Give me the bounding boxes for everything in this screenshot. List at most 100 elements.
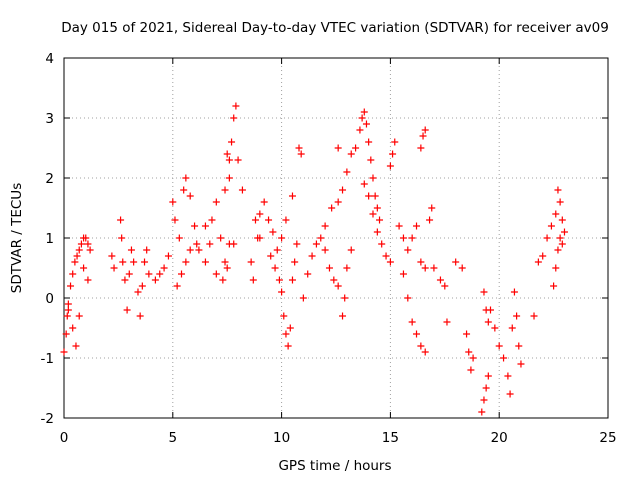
x-axis-label: GPS time / hours xyxy=(278,458,391,474)
data-point xyxy=(282,330,290,338)
data-point xyxy=(360,108,368,116)
y-tick-label: 2 xyxy=(45,171,54,187)
data-point xyxy=(443,318,451,326)
y-tick-label: 1 xyxy=(45,231,54,247)
data-point xyxy=(552,264,560,272)
data-point xyxy=(117,216,125,224)
data-point xyxy=(465,348,473,356)
data-point xyxy=(417,258,425,266)
data-point xyxy=(108,252,116,260)
data-point xyxy=(288,192,296,200)
data-point xyxy=(69,324,77,332)
data-point xyxy=(273,246,281,254)
data-point xyxy=(382,252,390,260)
data-point xyxy=(515,342,523,350)
data-point xyxy=(347,246,355,254)
data-point xyxy=(404,246,412,254)
data-point xyxy=(60,348,68,356)
data-point xyxy=(408,318,416,326)
data-point xyxy=(504,372,512,380)
data-point xyxy=(223,150,231,158)
axis-ticks: 0 5 10 15 20 25 -2 -1 0 1 2 3 4 xyxy=(41,51,617,446)
data-point xyxy=(223,264,231,272)
data-point xyxy=(278,234,286,242)
data-point xyxy=(360,180,368,188)
data-point xyxy=(539,252,547,260)
data-point xyxy=(426,216,434,224)
data-point xyxy=(75,246,83,254)
data-point xyxy=(77,240,85,248)
data-point xyxy=(118,234,126,242)
data-point xyxy=(452,258,460,266)
x-tick-label: 20 xyxy=(491,430,508,446)
data-point xyxy=(219,276,227,284)
data-point xyxy=(369,174,377,182)
data-point xyxy=(312,240,320,248)
chart-title: Day 015 of 2021, Sidereal Day-to-day VTE… xyxy=(61,20,609,36)
data-point xyxy=(69,270,77,278)
data-point xyxy=(138,282,146,290)
data-point xyxy=(430,264,438,272)
data-point xyxy=(267,252,275,260)
data-point xyxy=(321,222,329,230)
data-point xyxy=(482,384,490,392)
data-point xyxy=(419,132,427,140)
data-point xyxy=(436,276,444,284)
data-point xyxy=(386,162,394,170)
data-point xyxy=(530,312,538,320)
data-point xyxy=(280,312,288,320)
data-point xyxy=(408,234,416,242)
data-point xyxy=(556,234,564,242)
data-point xyxy=(358,114,366,122)
y-tick-label: 3 xyxy=(45,111,54,127)
data-point xyxy=(164,252,172,260)
data-point xyxy=(463,330,471,338)
data-point xyxy=(378,240,386,248)
data-point xyxy=(373,204,381,212)
data-point xyxy=(376,216,384,224)
data-point xyxy=(278,288,286,296)
data-points xyxy=(60,102,568,416)
data-point xyxy=(356,126,364,134)
data-point xyxy=(399,234,407,242)
grid-lines xyxy=(64,58,608,418)
data-point xyxy=(186,246,194,254)
data-point xyxy=(265,216,273,224)
data-point xyxy=(334,282,342,290)
data-point xyxy=(288,276,296,284)
data-point xyxy=(247,258,255,266)
data-point xyxy=(469,354,477,362)
data-point xyxy=(201,222,209,230)
data-point xyxy=(182,174,190,182)
data-point xyxy=(421,348,429,356)
data-point xyxy=(334,144,342,152)
data-point xyxy=(554,246,562,254)
y-axis-label: SDTVAR / TECUs xyxy=(9,183,25,293)
data-point xyxy=(230,240,238,248)
data-point xyxy=(71,258,79,266)
data-point xyxy=(417,342,425,350)
data-point xyxy=(543,234,551,242)
data-point xyxy=(484,318,492,326)
data-point xyxy=(495,342,503,350)
data-point xyxy=(123,306,131,314)
data-point xyxy=(558,216,566,224)
data-point xyxy=(269,228,277,236)
data-point xyxy=(391,138,399,146)
x-tick-label: 5 xyxy=(169,430,178,446)
data-point xyxy=(330,276,338,284)
data-point xyxy=(404,294,412,302)
data-point xyxy=(369,210,377,218)
data-point xyxy=(550,282,558,290)
data-point xyxy=(206,240,214,248)
data-point xyxy=(249,276,257,284)
data-point xyxy=(304,270,312,278)
data-point xyxy=(467,366,475,374)
data-point xyxy=(299,294,307,302)
data-point xyxy=(256,234,264,242)
y-tick-label: 0 xyxy=(45,291,54,307)
data-point xyxy=(156,270,164,278)
data-point xyxy=(225,174,233,182)
data-point xyxy=(186,192,194,200)
data-point xyxy=(121,276,129,284)
